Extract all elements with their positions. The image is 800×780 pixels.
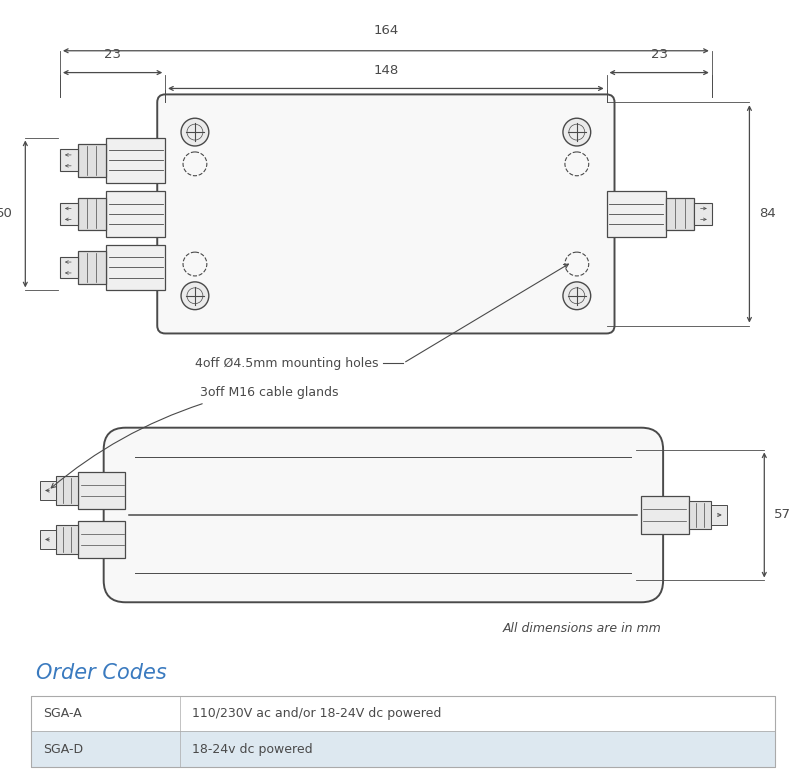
Circle shape	[563, 119, 590, 146]
Bar	[31, 731, 775, 767]
Bar	[56, 477, 78, 505]
Bar	[78, 472, 126, 509]
Circle shape	[563, 282, 590, 310]
Text: 18-24v dc powered: 18-24v dc powered	[192, 743, 313, 756]
Text: 84: 84	[759, 207, 776, 221]
Bar	[60, 203, 78, 225]
Bar	[60, 257, 78, 278]
Bar	[56, 526, 78, 554]
Text: SGA-A: SGA-A	[43, 707, 82, 720]
Text: 164: 164	[374, 24, 398, 37]
Text: 3off M16 cable glands: 3off M16 cable glands	[200, 386, 338, 399]
Bar	[106, 191, 165, 237]
Circle shape	[181, 282, 209, 310]
Text: 50: 50	[0, 207, 13, 221]
Text: 148: 148	[374, 63, 398, 76]
Bar	[666, 197, 694, 230]
Text: SGA-D: SGA-D	[43, 743, 83, 756]
Bar	[40, 480, 56, 501]
Bar	[40, 530, 56, 549]
Text: 57: 57	[774, 509, 791, 522]
Bar	[78, 197, 106, 230]
Text: All dimensions are in mm: All dimensions are in mm	[502, 622, 661, 635]
Text: 23: 23	[650, 48, 668, 61]
Bar	[78, 520, 126, 558]
Bar	[689, 501, 710, 529]
FancyBboxPatch shape	[158, 94, 614, 334]
Bar	[606, 191, 666, 237]
FancyBboxPatch shape	[104, 427, 663, 602]
Bar	[106, 137, 165, 183]
Text: Order Codes: Order Codes	[36, 663, 167, 682]
Bar	[694, 203, 712, 225]
Bar	[710, 505, 726, 525]
Bar	[106, 245, 165, 290]
Bar	[31, 696, 775, 767]
Bar	[78, 144, 106, 177]
Text: 23: 23	[104, 48, 121, 61]
Text: 110/230V ac and/or 18-24V dc powered: 110/230V ac and/or 18-24V dc powered	[192, 707, 442, 720]
Bar	[642, 496, 689, 534]
Bar	[60, 150, 78, 172]
Bar	[31, 696, 775, 731]
Bar	[78, 251, 106, 284]
Text: 4off Ø4.5mm mounting holes: 4off Ø4.5mm mounting holes	[195, 356, 378, 370]
Circle shape	[181, 119, 209, 146]
